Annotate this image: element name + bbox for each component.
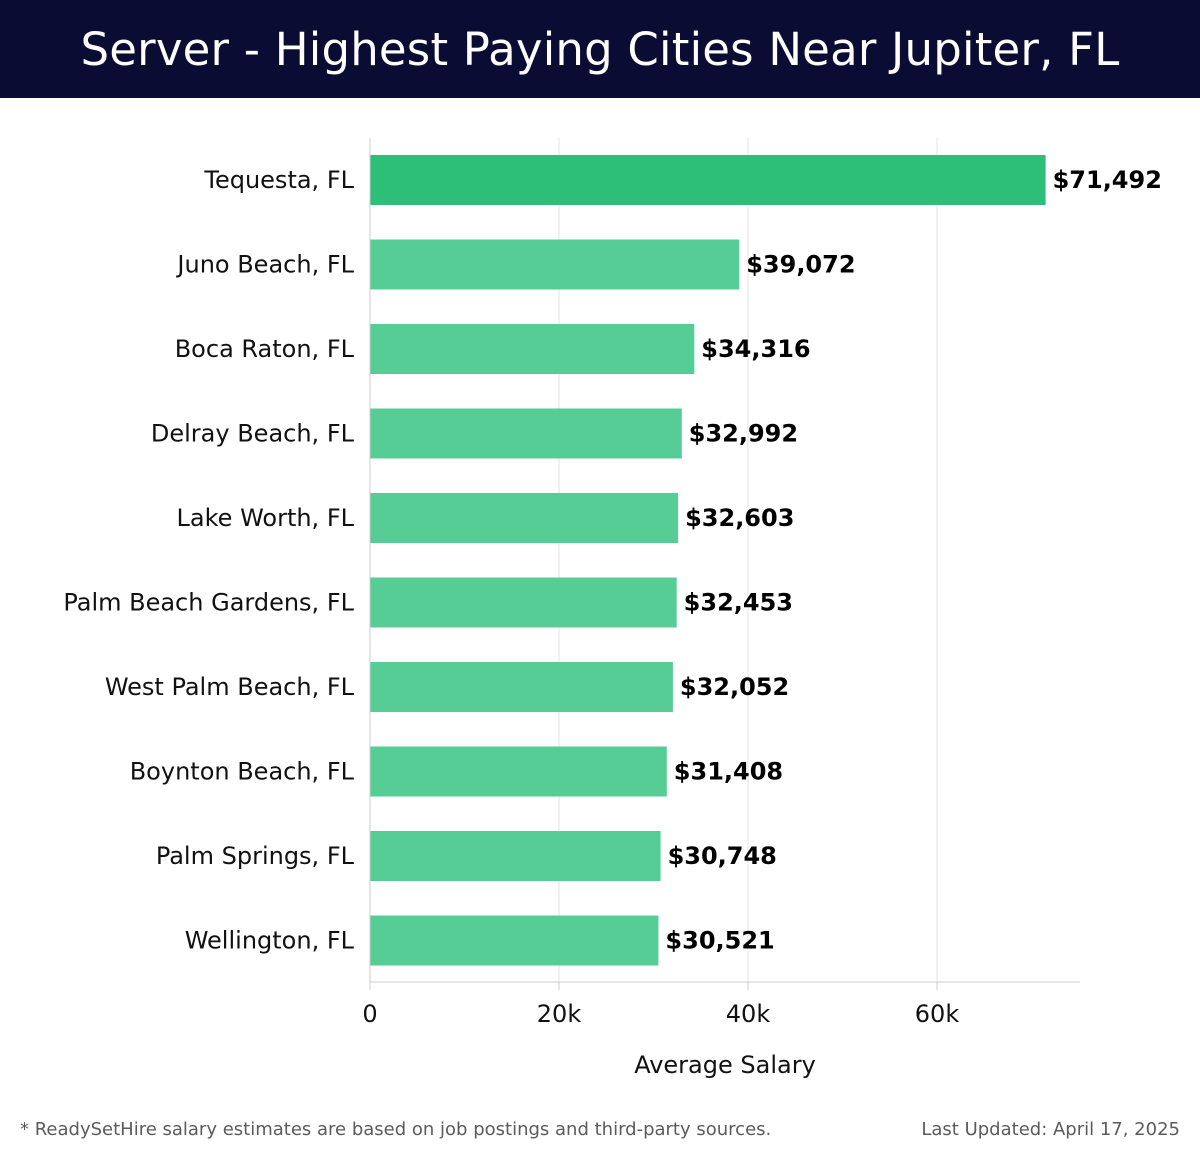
value-label-6: $32,453 <box>684 589 793 617</box>
value-label-4: $32,992 <box>689 420 798 448</box>
value-label-2: $39,072 <box>746 251 855 279</box>
bar-10 <box>370 915 659 966</box>
chart-header: Server - Highest Paying Cities Near Jupi… <box>0 0 1200 98</box>
category-label-1: Tequesta, FL <box>203 166 354 194</box>
category-label-9: Palm Springs, FL <box>156 842 355 870</box>
category-label-6: Palm Beach Gardens, FL <box>63 589 354 617</box>
bar-7 <box>370 662 673 712</box>
x-axis-title: Average Salary <box>634 1051 816 1079</box>
bar-5 <box>370 493 679 543</box>
category-label-10: Wellington, FL <box>185 927 355 955</box>
chart-title: Server - Highest Paying Cities Near Jupi… <box>80 22 1120 76</box>
x-tick-label-1: 20k <box>537 1000 582 1028</box>
bar-9 <box>370 831 661 881</box>
last-updated: Last Updated: April 17, 2025 <box>921 1119 1180 1140</box>
category-label-7: West Palm Beach, FL <box>105 673 355 701</box>
bar-4 <box>370 408 682 459</box>
value-label-3: $34,316 <box>701 335 810 363</box>
value-label-9: $30,748 <box>668 842 777 870</box>
footnote: * ReadySetHire salary estimates are base… <box>20 1119 772 1140</box>
x-tick-label-3: 60k <box>915 1000 960 1028</box>
bar-1 <box>370 155 1046 205</box>
x-tick-label-0: 0 <box>362 1000 377 1028</box>
bar-6 <box>370 577 677 628</box>
value-label-1: $71,492 <box>1053 166 1162 194</box>
salary-bar-chart: Tequesta, FL $71,492 Juno Beach, FL $39,072… <box>63 138 1162 1079</box>
bar-3 <box>370 324 695 374</box>
value-label-8: $31,408 <box>674 758 783 786</box>
bar-2 <box>370 239 740 290</box>
category-label-5: Lake Worth, FL <box>177 504 355 532</box>
category-label-8: Boynton Beach, FL <box>130 758 355 786</box>
category-label-2: Juno Beach, FL <box>175 251 354 279</box>
category-label-4: Delray Beach, FL <box>151 420 355 448</box>
value-label-5: $32,603 <box>685 504 794 532</box>
value-label-10: $30,521 <box>665 927 774 955</box>
category-label-3: Boca Raton, FL <box>175 335 355 363</box>
x-tick-label-2: 40k <box>726 1000 771 1028</box>
bar-8 <box>370 746 667 797</box>
value-label-7: $32,052 <box>680 673 789 701</box>
